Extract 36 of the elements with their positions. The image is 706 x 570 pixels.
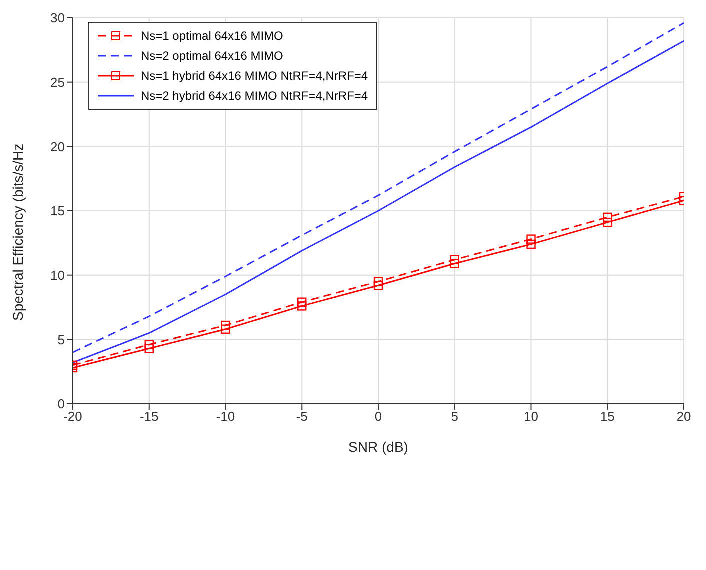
- y-tick-label: 5: [58, 332, 65, 348]
- x-tick-label: 10: [524, 409, 538, 424]
- y-tick-label: 15: [50, 204, 65, 219]
- y-tick-label: 25: [50, 74, 65, 90]
- point: [144, 340, 154, 350]
- point: [221, 320, 230, 330]
- legend-label: Ns=1 optimal 64x16 MIMO: [141, 29, 284, 43]
- y-tick-label: 30: [50, 10, 65, 26]
- legend-label: Ns=2 hybrid 64x16 MIMO NtRF=4,NrRF=4: [141, 89, 368, 103]
- point: [298, 302, 307, 311]
- y-tick-label: 20: [50, 139, 65, 154]
- x-tick-label: -5: [296, 409, 308, 424]
- point: [603, 212, 612, 222]
- point: [144, 344, 154, 354]
- x-tick-label: 0: [374, 409, 382, 424]
- y-tick-label: 10: [50, 268, 65, 283]
- x-tick-label: 5: [451, 409, 458, 424]
- legend-label: Ns=2 optimal 64x16 MIMO: [141, 49, 284, 63]
- x-tick-label: -10: [216, 409, 236, 424]
- point: [526, 240, 536, 250]
- x-tick-label: 15: [600, 409, 615, 424]
- point: [526, 234, 536, 244]
- point: [450, 255, 460, 264]
- y-tick-label: 0: [58, 396, 65, 412]
- point: [298, 298, 307, 307]
- point: [221, 324, 230, 334]
- point: [374, 281, 384, 290]
- legend-label: Ns=1 hybrid 64x16 MIMO NtRF=4,NrRF=4: [141, 69, 368, 83]
- x-tick-label: 20: [676, 409, 692, 424]
- point: [450, 259, 460, 268]
- x-axis-title: SNR (dB): [348, 439, 408, 455]
- y-axis-title: Spectral Efficiency (bits/s/Hz: [10, 144, 26, 321]
- x-tick-label: -15: [140, 409, 159, 424]
- point: [374, 277, 384, 286]
- x-tick-label: -20: [64, 409, 82, 424]
- point: [603, 218, 612, 228]
